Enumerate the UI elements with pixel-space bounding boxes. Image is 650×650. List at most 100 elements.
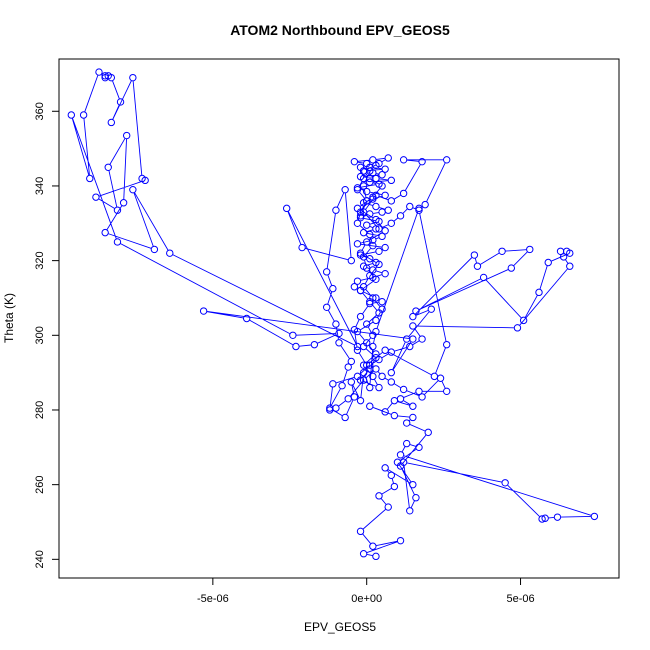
data-point [526, 245, 534, 254]
data-point [544, 258, 552, 267]
data-point [409, 335, 417, 343]
data-point [92, 193, 100, 201]
data-point [387, 368, 396, 377]
data-point [86, 174, 94, 183]
data-point [329, 284, 337, 293]
data-point [326, 406, 334, 414]
y-axis-label: Theta (K) [2, 293, 16, 343]
data-point [289, 331, 297, 339]
data-point [341, 185, 349, 194]
data-point [362, 320, 371, 328]
x-tick-label: 0e+00 [351, 593, 382, 605]
data-point [384, 503, 392, 511]
data-point [350, 283, 359, 291]
data-point [366, 298, 374, 306]
data-point [113, 238, 122, 246]
data-point [406, 507, 414, 515]
data-point [326, 404, 334, 412]
data-point [310, 340, 319, 349]
data-point [378, 372, 386, 381]
data-point [406, 202, 414, 211]
data-point [436, 374, 445, 382]
data-point [470, 251, 479, 259]
plot-frame [58, 58, 620, 579]
data-point [372, 275, 380, 283]
data-point [356, 163, 365, 171]
data-point [387, 176, 396, 185]
data-point [387, 471, 396, 480]
y-tick-label: 240 [34, 550, 46, 568]
y-tick-label: 340 [34, 177, 46, 195]
data-point [332, 320, 340, 328]
data-point [242, 314, 251, 323]
data-point [409, 312, 417, 321]
data-point [396, 536, 405, 545]
data-point [369, 372, 377, 381]
data-point [356, 396, 365, 405]
data-point [344, 363, 352, 371]
data-point [359, 228, 368, 237]
data-point [113, 206, 122, 214]
chart-title: ATOM2 Northbound EPV_GEOS5 [230, 22, 450, 38]
data-point [507, 264, 516, 272]
data-point [590, 512, 599, 521]
data-point [67, 111, 76, 119]
data-point [322, 303, 331, 311]
data-point [375, 309, 383, 317]
data-point [356, 312, 365, 321]
data-point [322, 268, 331, 276]
data-point [79, 111, 88, 119]
data-point [329, 380, 337, 388]
data-point [390, 411, 399, 420]
data-point [473, 262, 482, 270]
data-point [366, 167, 374, 175]
data-point [359, 342, 368, 351]
data-point [116, 98, 125, 106]
data-point [387, 219, 396, 227]
data-point [566, 262, 574, 270]
y-tick-label: 300 [34, 326, 46, 344]
data-point [415, 443, 423, 452]
data-point [406, 342, 414, 351]
data-point [166, 249, 174, 257]
data-point [353, 277, 362, 285]
data-point [378, 182, 386, 190]
data-point [372, 354, 380, 362]
data-point [366, 365, 374, 373]
data-point [378, 208, 386, 216]
data-point [519, 316, 528, 325]
series-line-0 [71, 73, 592, 557]
data-point [381, 227, 389, 235]
data-point [479, 273, 488, 282]
data-point [129, 185, 137, 194]
data-point [418, 335, 426, 343]
data-point [381, 269, 389, 278]
data-point [335, 339, 343, 347]
data-point [402, 419, 411, 427]
data-point [369, 342, 377, 351]
data-point [347, 256, 356, 265]
data-point [424, 428, 432, 437]
data-point [372, 365, 380, 373]
data-point [369, 156, 377, 164]
data-point [104, 163, 112, 171]
data-point [381, 464, 389, 472]
data-point [353, 219, 362, 227]
data-point [332, 206, 340, 214]
data-point [356, 527, 365, 536]
y-tick-label: 280 [34, 401, 46, 419]
data-point [107, 73, 116, 82]
data-point [535, 288, 543, 297]
data-point [396, 212, 405, 220]
data-point [366, 271, 374, 280]
data-point [402, 439, 411, 448]
data-point [282, 204, 291, 213]
data-point [362, 264, 371, 272]
data-point [498, 247, 506, 255]
y-tick-label: 320 [34, 251, 46, 269]
data-point [359, 376, 368, 384]
data-point [415, 206, 423, 214]
data-point [396, 451, 405, 459]
data-point [501, 479, 509, 487]
